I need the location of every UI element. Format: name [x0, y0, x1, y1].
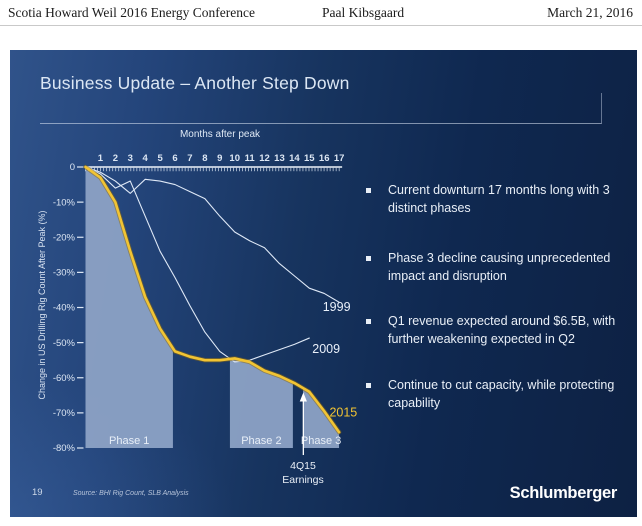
svg-text:13: 13	[274, 153, 285, 164]
svg-text:9: 9	[217, 153, 222, 164]
rig-count-chart: Phase 1 Phase 2 Phase 31 2 3 4 5 6 7 8 9 10 11 12 13 14…	[53, 153, 357, 456]
document-header: Scotia Howard Weil 2016 Energy Conferenc…	[0, 0, 642, 30]
schlumberger-logo: Schlumberger	[509, 484, 618, 502]
svg-text:-80%: -80%	[53, 443, 76, 454]
annotation-4q15-earnings: 4Q15 Earnings	[263, 459, 343, 487]
svg-text:-60%: -60%	[53, 373, 76, 384]
svg-text:12: 12	[259, 153, 270, 164]
svg-text:0: 0	[70, 162, 75, 173]
svg-text:16: 16	[319, 153, 330, 164]
y-axis-title: Change in US Drilling Rig Count After Pe…	[37, 210, 47, 400]
svg-text:1999: 1999	[323, 300, 351, 314]
header-conference-title: Scotia Howard Weil 2016 Energy Conferenc…	[8, 5, 255, 20]
header-presenter-name: Paal Kibsgaard	[322, 5, 405, 20]
svg-text:-50%: -50%	[53, 338, 76, 349]
bullet-square-icon	[366, 383, 371, 388]
svg-text:6: 6	[172, 153, 177, 164]
svg-text:7: 7	[187, 153, 192, 164]
svg-text:-70%: -70%	[53, 408, 76, 419]
source-note: Source: BHI Rig Count, SLB Analysis	[73, 490, 189, 497]
bullet-item: Phase 3 decline causing unprecedented im…	[366, 250, 628, 286]
header-date: March 21, 2016	[547, 5, 633, 20]
svg-text:14: 14	[289, 153, 300, 164]
bullet-square-icon	[366, 256, 371, 261]
svg-text:15: 15	[304, 153, 315, 164]
svg-text:Phase 1: Phase 1	[109, 435, 149, 447]
svg-text:2: 2	[113, 153, 118, 164]
svg-text:-30%: -30%	[53, 268, 76, 279]
bullet-text: Phase 3 decline causing unprecedented im…	[388, 251, 611, 283]
annotation-line-2: Earnings	[282, 474, 324, 487]
svg-text:10: 10	[229, 153, 240, 164]
bullet-item: Q1 revenue expected around $6.5B, with f…	[366, 313, 628, 349]
svg-text:11: 11	[245, 153, 256, 164]
svg-text:-10%: -10%	[53, 197, 76, 208]
svg-text:8: 8	[202, 153, 207, 164]
bullet-square-icon	[366, 319, 371, 324]
svg-text:5: 5	[157, 153, 163, 164]
title-underline	[40, 93, 602, 124]
bullet-text: Q1 revenue expected around $6.5B, with f…	[388, 314, 616, 346]
svg-text:2009: 2009	[312, 342, 340, 356]
svg-text:4: 4	[143, 153, 149, 164]
svg-text:3: 3	[128, 153, 133, 164]
bullet-text: Current downturn 17 months long with 3 d…	[388, 183, 610, 215]
svg-text:-20%: -20%	[53, 232, 76, 243]
svg-text:-40%: -40%	[53, 303, 76, 314]
svg-text:1: 1	[98, 153, 104, 164]
header-divider	[0, 25, 642, 26]
annotation-line-1: 4Q15	[290, 460, 316, 472]
svg-text:2015: 2015	[329, 405, 357, 419]
bullet-square-icon	[366, 188, 371, 193]
svg-text:Phase 2: Phase 2	[241, 435, 281, 447]
slide-title: Business Update – Another Step Down	[40, 73, 350, 93]
bullet-item: Continue to cut capacity, while protecti…	[366, 377, 628, 413]
svg-text:Phase 3: Phase 3	[301, 435, 341, 447]
bullet-text: Continue to cut capacity, while protecti…	[388, 378, 615, 410]
bullet-item: Current downturn 17 months long with 3 d…	[366, 182, 628, 218]
presentation-slide: Business Update – Another Step Down Phas…	[10, 50, 637, 517]
page-number: 19	[32, 487, 43, 498]
x-axis-title: Months after peak	[179, 129, 261, 140]
svg-text:17: 17	[334, 153, 345, 164]
